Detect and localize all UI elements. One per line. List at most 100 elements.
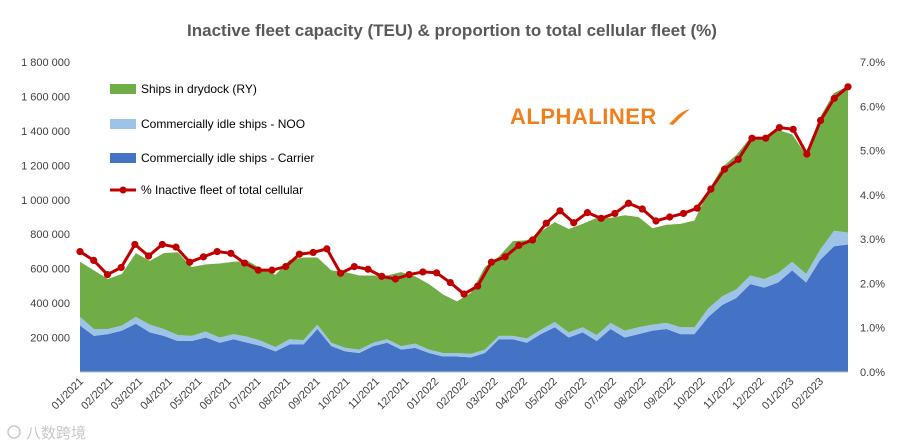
x-tick-label: 05/2022 [523, 376, 560, 413]
x-tick-label: 07/2022 [582, 376, 619, 413]
left-tick-label: 800 000 [30, 229, 70, 241]
left-tick-label: 1 200 000 [21, 160, 70, 172]
percentage-point [378, 272, 386, 280]
percentage-point [364, 265, 372, 273]
percentage-point [748, 134, 756, 142]
x-tick-label: 03/2021 [109, 376, 146, 413]
x-tick-label: 07/2021 [227, 376, 264, 413]
brand-logo: ALPHALINER [510, 104, 690, 129]
percentage-point [693, 204, 701, 212]
left-tick-label: 1 400 000 [21, 126, 70, 138]
x-tick-label: 08/2022 [612, 376, 649, 413]
x-tick-label: 01/2021 [50, 376, 87, 413]
chart-title: Inactive fleet capacity (TEU) & proporti… [187, 21, 717, 40]
percentage-point [186, 258, 194, 266]
percentage-point [666, 213, 674, 221]
area-noo [80, 230, 848, 358]
percentage-point [720, 165, 729, 173]
brand-swoosh-icon [669, 109, 690, 125]
x-tick-label: 05/2021 [168, 376, 205, 413]
right-tick-label: 2.0% [860, 278, 885, 290]
right-tick-label: 1.0% [860, 323, 885, 335]
percentage-point [803, 150, 811, 158]
x-tick-label: 12/2021 [375, 376, 412, 413]
percentage-point [597, 214, 605, 222]
left-tick-label: 600 000 [30, 264, 70, 276]
percentage-point [556, 207, 564, 215]
right-tick-label: 4.0% [860, 190, 885, 202]
percentage-point [570, 219, 578, 227]
percentage-point [501, 253, 509, 261]
percentage-point [460, 290, 468, 298]
percentage-point [734, 155, 742, 164]
percentage-point [254, 266, 262, 274]
percentage-point [103, 270, 112, 279]
x-tick-label: 12/2022 [730, 376, 767, 413]
percentage-line-layer [76, 83, 852, 298]
x-tick-label: 04/2021 [138, 376, 175, 413]
x-tick-label: 03/2022 [464, 376, 501, 413]
legend-label-drydock: Ships in drydock (RY) [141, 82, 257, 96]
x-tick-label: 02/2023 [790, 376, 827, 413]
watermark-icon [7, 425, 21, 439]
right-tick-label: 3.0% [860, 234, 885, 246]
legend: Ships in drydock (RY) Commercially idle … [110, 82, 314, 197]
percentage-point [240, 259, 249, 267]
x-tick-label: 01/2022 [405, 376, 442, 413]
percentage-point [816, 116, 825, 125]
area-drydock [80, 86, 848, 354]
brand-name: ALPHALINER [510, 104, 657, 129]
area-carrier [80, 244, 848, 372]
legend-swatch-marker [119, 186, 127, 194]
legend-label-carrier: Commercially idle ships - Carrier [141, 151, 314, 165]
percentage-point [268, 266, 276, 274]
right-tick-label: 6.0% [860, 101, 885, 113]
legend-swatch-drydock [110, 84, 136, 94]
percentage-point [611, 209, 619, 218]
percentage-point [474, 282, 482, 290]
percentage-point [405, 270, 413, 279]
percentage-point [295, 250, 304, 258]
right-tick-label: 5.0% [860, 146, 885, 158]
percentage-point [131, 240, 139, 249]
x-tick-label: 02/2022 [434, 376, 471, 413]
percentage-point [391, 275, 400, 283]
percentage-point [487, 258, 496, 266]
legend-label-noo: Commercially idle ships - NOO [141, 117, 305, 131]
percentage-point [583, 208, 592, 217]
percentage-point [213, 247, 221, 256]
percentage-point [199, 253, 208, 261]
percentage-point [528, 236, 537, 244]
percentage-point [172, 243, 180, 251]
percentage-point [144, 252, 153, 260]
percentage-point [117, 263, 125, 272]
legend-swatch-carrier [110, 153, 136, 163]
legend-label-line: % Inactive fleet of total cellular [141, 183, 303, 197]
x-tick-label: 01/2023 [760, 376, 797, 413]
left-tick-label: 1 800 000 [21, 57, 70, 69]
x-tick-label: 02/2021 [79, 376, 116, 413]
percentage-point [789, 125, 797, 133]
percentage-point [624, 199, 633, 207]
percentage-point [446, 278, 454, 287]
left-axis: 200 000 400 000 600 000 800 000 1 000 000 1 2… [21, 57, 70, 345]
percentage-point [638, 205, 646, 213]
percentage-point [515, 241, 523, 249]
percentage-point [419, 268, 427, 276]
percentage-point [679, 209, 688, 218]
right-axis: 0.0% 1.0% 2.0% 3.0% 4.0% 5.0% 6.0% 7.0% [860, 57, 885, 379]
right-tick-label: 7.0% [860, 57, 885, 69]
percentage-point [158, 240, 166, 249]
percentage-point [282, 263, 290, 271]
x-tick-label: 08/2021 [257, 376, 294, 413]
x-axis: 01/202102/202103/202104/202105/202106/20… [50, 371, 848, 413]
watermark-text: 八数跨境 [26, 424, 86, 442]
percentage-point [90, 256, 98, 264]
legend-swatch-noo [110, 119, 136, 129]
left-tick-label: 1 600 000 [21, 91, 70, 103]
percentage-point [707, 185, 715, 193]
percentage-point [844, 83, 852, 91]
x-tick-label: 10/2022 [671, 376, 708, 413]
x-tick-label: 09/2022 [642, 376, 679, 413]
